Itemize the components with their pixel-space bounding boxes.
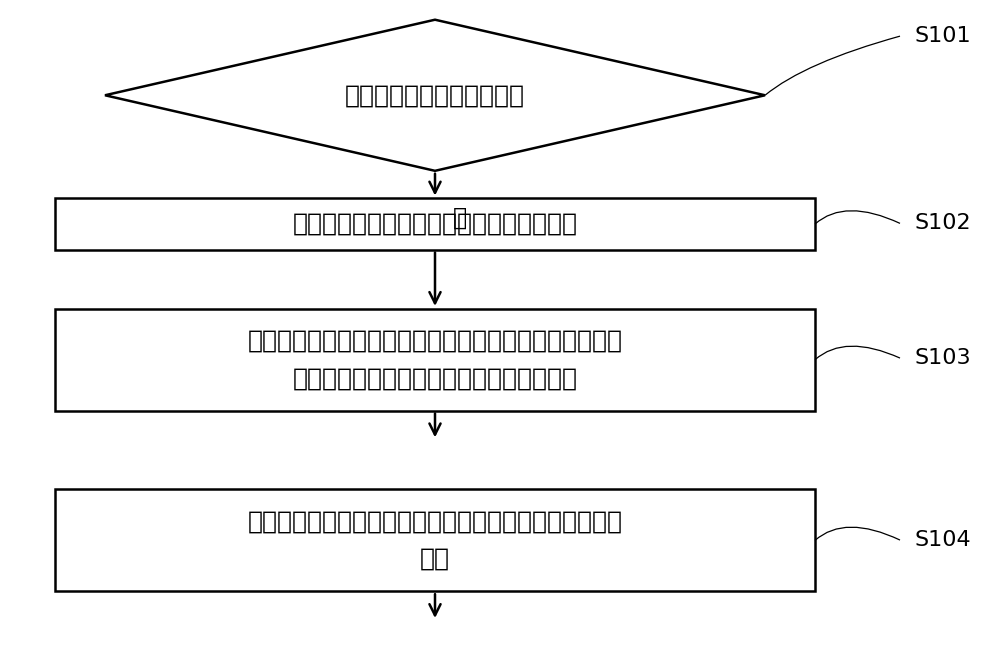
Bar bbox=[55, 489, 815, 591]
Text: S101: S101 bbox=[915, 26, 972, 46]
Text: 读取手术器械中识别芯片内存储的参数信息: 读取手术器械中识别芯片内存储的参数信息 bbox=[292, 212, 578, 236]
Text: S103: S103 bbox=[915, 348, 972, 368]
Text: 对微创手术机器人的手术器械电机驱动板和主控系统进行
更新: 对微创手术机器人的手术器械电机驱动板和主控系统进行 更新 bbox=[248, 510, 622, 571]
Bar bbox=[55, 309, 815, 411]
Text: S102: S102 bbox=[915, 214, 972, 233]
Bar bbox=[55, 198, 815, 250]
Text: 是: 是 bbox=[453, 206, 467, 230]
Text: 判断手术器械是否安装成功: 判断手术器械是否安装成功 bbox=[345, 83, 525, 107]
Text: 根据参数信息对微创手术机器人的主控系统中的对应机械
臂控制参数和手术器械控制参数进行初始化: 根据参数信息对微创手术机器人的主控系统中的对应机械 臂控制参数和手术器械控制参数… bbox=[248, 329, 622, 390]
Text: S104: S104 bbox=[915, 530, 972, 550]
